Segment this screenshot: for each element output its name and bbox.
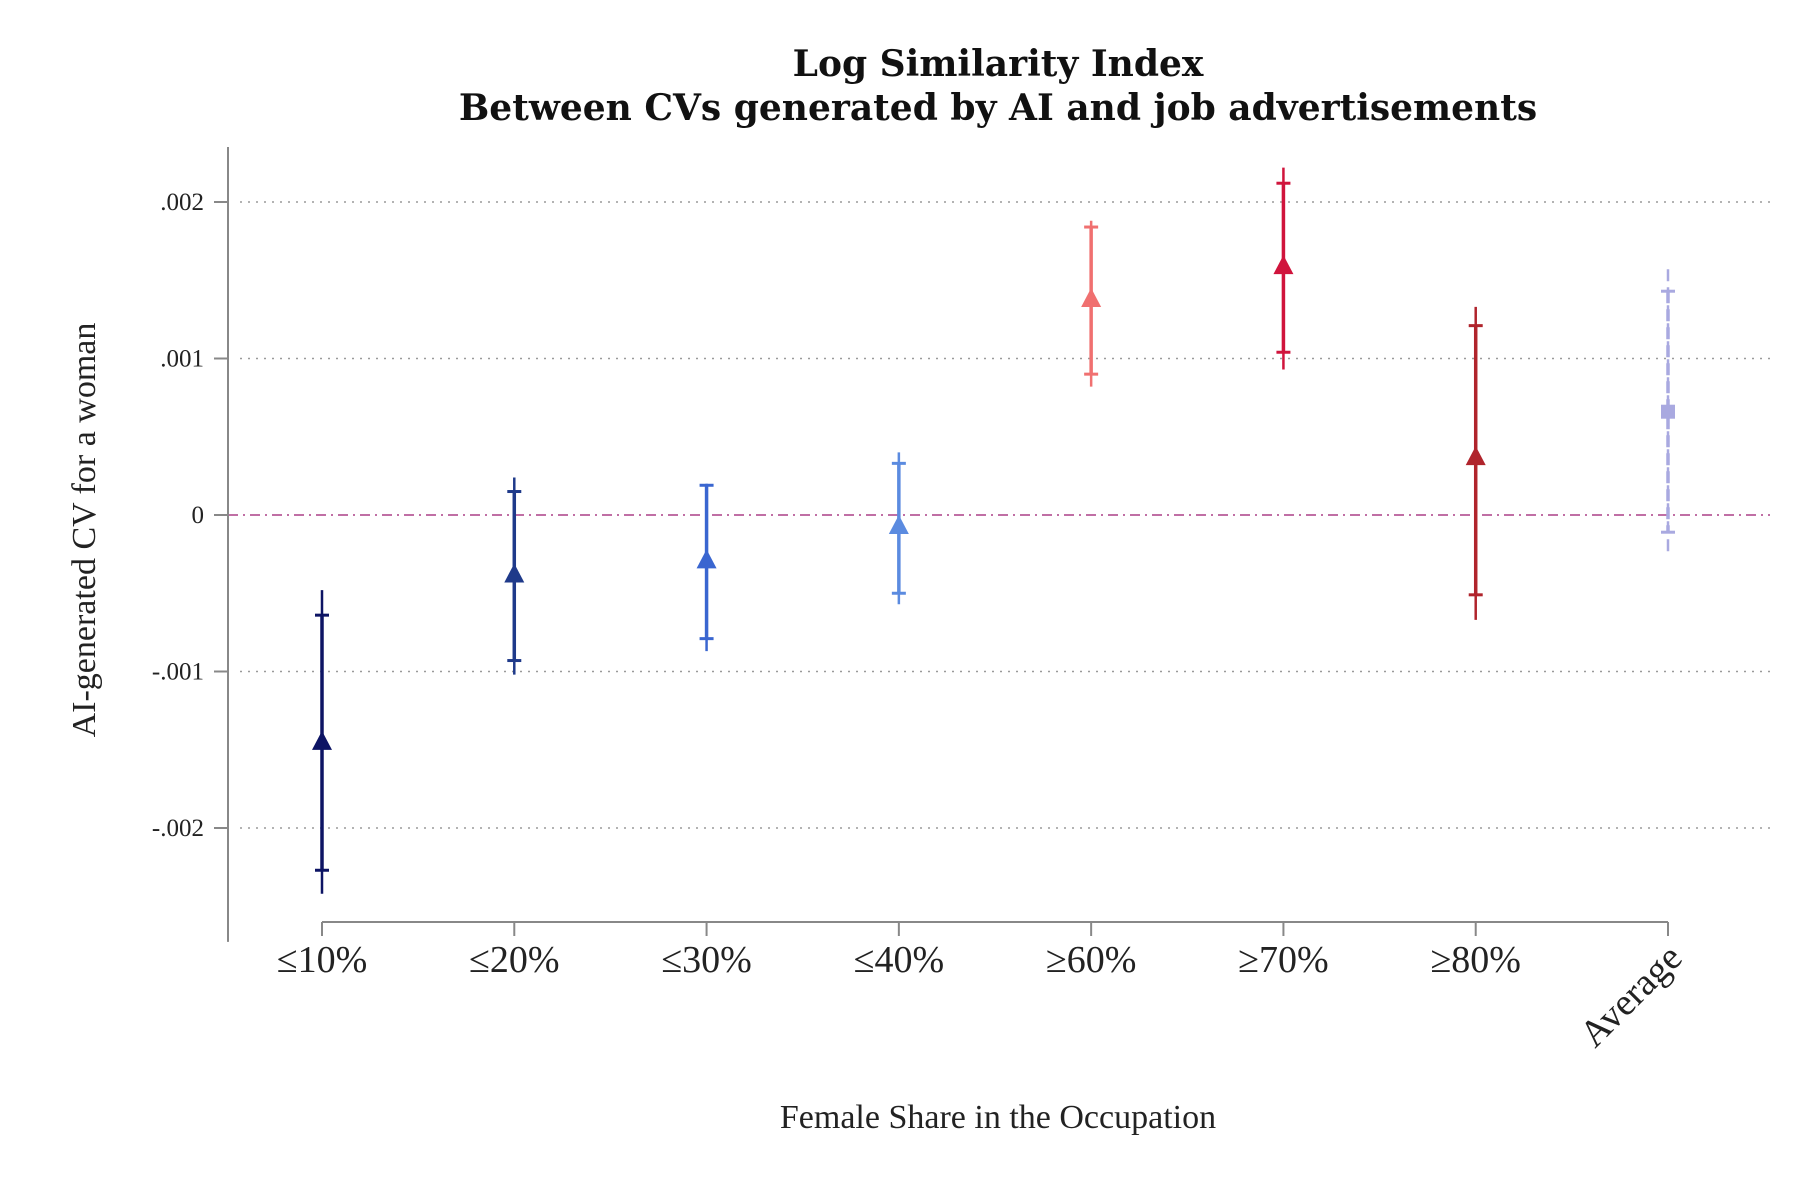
x-tick-label: ≥60% (1046, 939, 1137, 981)
point-marker (1081, 288, 1102, 308)
point-marker (504, 563, 525, 583)
x-tick-label-average: Average (1572, 937, 1691, 1056)
x-tick-label: ≥70% (1238, 939, 1329, 981)
x-tick-label: ≤20% (469, 939, 560, 981)
x-axis: ≤10% ≤20% ≤30% ≤40% ≥60% ≥70% ≥80% Average (277, 921, 1691, 1056)
x-tick-label: ≤40% (854, 939, 945, 981)
point-marker (888, 514, 909, 534)
y-axis-label: AI-generated CV for a woman (66, 323, 103, 738)
data-point-group (1273, 167, 1294, 370)
x-tick-label: ≥80% (1430, 939, 1521, 981)
point-marker (1661, 404, 1675, 419)
y-tick-label: 0 (192, 502, 205, 529)
point-marker (312, 730, 332, 750)
x-tick-label: ≤10% (277, 939, 368, 981)
point-marker (1465, 446, 1486, 466)
y-tick-label: -.002 (152, 815, 204, 842)
data-point-group (1465, 306, 1486, 620)
data-point-group (1081, 220, 1102, 387)
y-tick-label: .002 (160, 189, 204, 216)
y-tick-label: .001 (160, 346, 204, 373)
chart-title: Log Similarity Index (793, 43, 1204, 85)
y-axis: .002 .001 0 -.001 -.002 (152, 147, 229, 942)
x-axis-label: Female Share in the Occupation (780, 1099, 1216, 1136)
data-point-group (696, 483, 717, 652)
data-point-group (504, 477, 525, 675)
data-series (312, 167, 1675, 894)
y-tick-label: -.001 (152, 659, 204, 686)
point-marker (696, 549, 717, 569)
point-marker (1273, 255, 1294, 275)
data-point-group (1661, 269, 1675, 556)
chart-subtitle: Between CVs generated by AI and job adve… (459, 87, 1537, 129)
data-point-group (312, 590, 332, 894)
x-tick-label: ≤30% (661, 939, 752, 981)
data-point-group (888, 452, 909, 605)
